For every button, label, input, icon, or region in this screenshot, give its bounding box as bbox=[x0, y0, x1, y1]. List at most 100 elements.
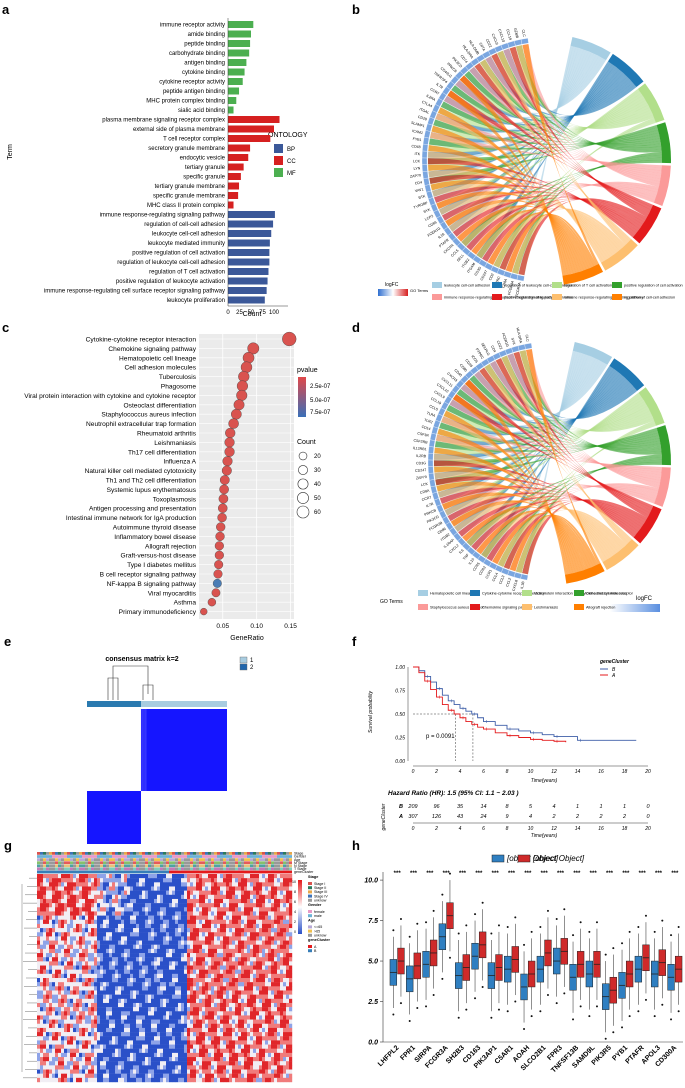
g-heat-cell bbox=[268, 973, 272, 979]
g-annot-cell bbox=[277, 852, 280, 855]
g-heat-cell bbox=[217, 965, 221, 970]
g-heat-cell bbox=[277, 961, 281, 966]
g-annot-cell bbox=[70, 855, 73, 858]
g-heat-cell bbox=[277, 903, 281, 908]
g-heat-cell bbox=[199, 965, 203, 970]
g-heat-cell bbox=[244, 1032, 248, 1037]
g-annot-cell bbox=[232, 858, 235, 861]
g-annot-cell bbox=[262, 855, 265, 858]
g-heat-cell bbox=[205, 923, 209, 929]
g-heat-cell bbox=[217, 1036, 221, 1041]
g-heat-cell bbox=[190, 1036, 194, 1041]
g-heat-cell bbox=[118, 990, 122, 995]
g-heat-cell bbox=[208, 994, 212, 999]
g-heat-cell bbox=[238, 1040, 242, 1045]
g-heat-cell bbox=[229, 1011, 233, 1016]
g-heat-cell bbox=[250, 915, 254, 920]
g-heat-cell bbox=[70, 978, 74, 983]
g-heat-cell bbox=[58, 994, 62, 999]
g-heat-cell bbox=[55, 928, 59, 933]
g-heat-cell bbox=[97, 1011, 101, 1016]
g-heat-cell bbox=[268, 1015, 272, 1020]
g-heat-cell bbox=[208, 1040, 212, 1045]
d-chord-term-sector bbox=[602, 539, 639, 571]
g-heat-cell bbox=[145, 1044, 149, 1049]
g-heat-cell bbox=[262, 923, 266, 929]
g-heat-cell bbox=[145, 911, 149, 916]
g-heat-cell bbox=[109, 978, 113, 983]
g-annot-cell bbox=[172, 867, 175, 871]
g-heat-cell bbox=[133, 940, 137, 945]
g-heat-cell bbox=[160, 982, 164, 987]
g-heat-cell bbox=[100, 1011, 104, 1016]
g-heat-cell bbox=[49, 1048, 53, 1054]
g-heat-cell bbox=[76, 944, 80, 950]
g-annot-label: N Stage bbox=[294, 864, 307, 868]
g-heat-cell bbox=[175, 1040, 179, 1045]
g-heat-cell bbox=[100, 903, 104, 908]
a-bar bbox=[228, 258, 270, 266]
g-heat-cell bbox=[262, 948, 266, 954]
g-heat-cell bbox=[244, 982, 248, 987]
g-heat-cell bbox=[127, 907, 131, 912]
g-heat-cell bbox=[244, 1027, 248, 1033]
g-annot-cell bbox=[61, 867, 64, 871]
g-annot-cell bbox=[100, 864, 103, 868]
g-heat-cell bbox=[166, 948, 170, 954]
g-heat-cell bbox=[172, 907, 176, 912]
g-heat-cell bbox=[64, 1019, 68, 1024]
g-heat-cell bbox=[256, 986, 260, 991]
g-heat-cell bbox=[118, 973, 122, 979]
g-heat-cell bbox=[154, 986, 158, 991]
g-heat-cell bbox=[166, 990, 170, 995]
g-heat-cell bbox=[181, 973, 185, 979]
g-heat-cell bbox=[118, 928, 122, 933]
g-heat-cell bbox=[145, 907, 149, 912]
g-heat-cell bbox=[166, 940, 170, 945]
g-annot-cell bbox=[55, 861, 58, 865]
g-heat-cell bbox=[109, 928, 113, 933]
g-annot-cell bbox=[256, 864, 259, 868]
g-heat-cell bbox=[76, 928, 80, 933]
g-heat-cell bbox=[103, 1040, 107, 1045]
g-heat-cell bbox=[268, 944, 272, 950]
g-heat-cell bbox=[94, 886, 98, 891]
g-heat-cell bbox=[181, 1007, 185, 1012]
g-heat-cell bbox=[130, 878, 134, 883]
g-heat-cell bbox=[286, 1015, 290, 1020]
g-heat-cell bbox=[187, 1015, 191, 1020]
g-heat-cell bbox=[172, 890, 176, 895]
g-annot-cell bbox=[76, 861, 79, 865]
g-annot-cell bbox=[262, 861, 265, 865]
g-heat-cell bbox=[247, 1040, 251, 1045]
g-heat-cell bbox=[85, 1044, 89, 1049]
g-heat-cell bbox=[184, 874, 188, 879]
d-chord-gene-cell bbox=[429, 479, 436, 488]
g-heat-cell bbox=[253, 1019, 257, 1024]
g-heat-cell bbox=[226, 1040, 230, 1045]
g-heat-cell bbox=[130, 903, 134, 908]
g-heat-cell bbox=[76, 940, 80, 945]
g-heat-cell bbox=[157, 953, 161, 958]
g-heat-cell bbox=[250, 907, 254, 912]
g-heat-cell bbox=[220, 1027, 224, 1033]
g-heat-cell bbox=[88, 1044, 92, 1049]
g-annot-cell bbox=[163, 867, 166, 871]
g-heat-cell bbox=[76, 986, 80, 991]
g-heat-cell bbox=[112, 978, 116, 983]
f-risk-xlabel: Time(years) bbox=[531, 833, 558, 839]
g-heat-cell bbox=[118, 953, 122, 958]
g-heat-cell bbox=[133, 894, 137, 900]
g-heat-cell bbox=[58, 944, 62, 950]
g-heat-cell bbox=[130, 919, 134, 925]
g-heat-cell bbox=[85, 911, 89, 916]
c-count-label: 20 bbox=[314, 454, 321, 460]
g-annot-cell bbox=[265, 858, 268, 861]
g-heat-cell bbox=[49, 928, 53, 933]
g-heat-cell bbox=[85, 923, 89, 929]
g-heat-cell bbox=[286, 919, 290, 925]
g-heat-cell bbox=[163, 1019, 167, 1024]
d-chord-gene-cell bbox=[428, 472, 435, 481]
g-heat-cell bbox=[70, 894, 74, 900]
g-heat-cell bbox=[187, 948, 191, 954]
